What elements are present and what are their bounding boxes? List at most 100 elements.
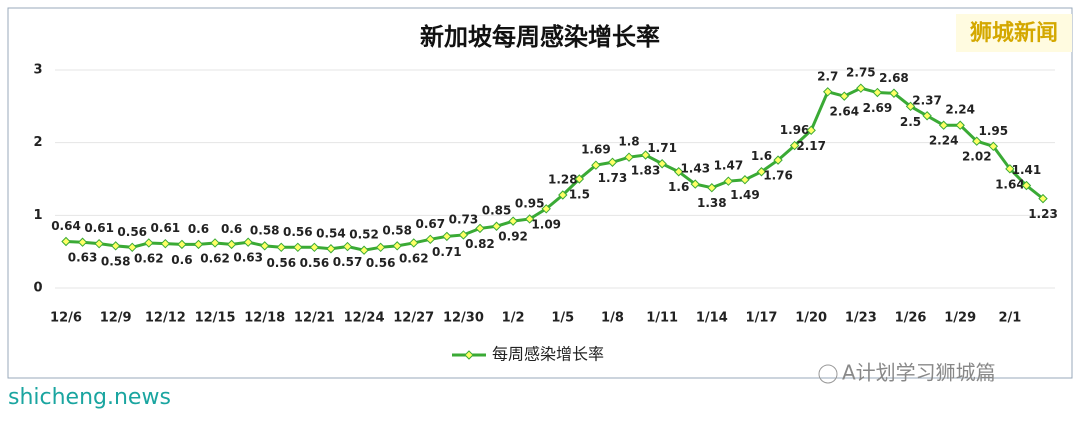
marker: [657, 159, 667, 169]
marker: [707, 183, 717, 193]
value-label: 2.24: [945, 103, 975, 117]
marker: [342, 241, 353, 252]
marker: [673, 167, 684, 177]
value-label: 0.56: [366, 256, 396, 270]
value-label: 1.76: [763, 169, 793, 183]
value-label: 0.54: [316, 226, 346, 240]
marker: [541, 204, 551, 214]
marker: [475, 223, 485, 234]
marker: [740, 175, 750, 185]
marker: [640, 150, 651, 160]
marker: [624, 152, 634, 162]
legend-label: 每周感染增长率: [492, 345, 604, 364]
marker: [1005, 164, 1015, 174]
marker: [309, 242, 320, 253]
value-label: 1.47: [714, 159, 744, 173]
marker: [326, 244, 336, 254]
value-label: 1.64: [995, 177, 1025, 191]
marker: [491, 221, 502, 231]
marker: [144, 238, 154, 248]
y-tick-label: 1: [33, 208, 42, 223]
value-label: 1.28: [548, 172, 578, 186]
marker: [61, 236, 71, 247]
watermark: shicheng.news: [8, 385, 171, 410]
value-label: 0.71: [432, 245, 462, 259]
value-label: 1.09: [531, 217, 561, 231]
marker: [110, 241, 121, 251]
x-tick-label: 1/11: [646, 311, 678, 326]
value-label: 0.62: [134, 251, 164, 265]
marker: [210, 238, 220, 248]
marker: [773, 155, 783, 165]
marker: [193, 239, 204, 250]
value-label: 2.69: [863, 101, 893, 115]
x-tick-label: 1/29: [944, 311, 976, 326]
watermark-icon: [818, 364, 838, 384]
chart-title: 新加坡每周感染增长率: [420, 23, 660, 51]
marker: [458, 230, 469, 240]
marker: [442, 231, 452, 242]
value-label: 1.49: [730, 188, 760, 202]
value-label: 1.43: [680, 162, 710, 176]
value-label: 1.6: [751, 149, 772, 163]
value-label: 0.56: [283, 225, 313, 239]
marker: [375, 242, 386, 253]
x-tick-label: 12/21: [294, 311, 335, 326]
value-label: 2.37: [912, 93, 942, 107]
marker: [922, 111, 932, 121]
value-label: 2.7: [817, 69, 838, 83]
marker: [789, 140, 800, 151]
marker: [856, 83, 866, 93]
value-label: 0.58: [382, 223, 412, 237]
marker: [508, 216, 518, 226]
y-tick-label: 3: [33, 63, 42, 78]
marker: [806, 125, 816, 136]
value-label: 0.61: [84, 221, 114, 235]
value-label: 2.68: [879, 71, 909, 85]
marker: [872, 87, 883, 98]
marker: [293, 242, 303, 253]
marker: [276, 242, 286, 253]
x-tick-label: 12/24: [344, 311, 385, 326]
marker: [607, 157, 618, 167]
value-label: 0.57: [333, 255, 363, 269]
x-tick-label: 1/20: [795, 311, 827, 326]
value-label: 1.83: [631, 164, 661, 178]
marker: [177, 239, 187, 250]
x-tick-label: 12/18: [244, 311, 285, 326]
marker: [127, 242, 137, 253]
marker: [938, 120, 949, 130]
marker: [889, 88, 899, 98]
value-label: 2.17: [796, 139, 826, 153]
value-label: 0.61: [151, 221, 181, 235]
marker: [591, 160, 601, 170]
marker: [1038, 193, 1048, 204]
x-tick-label: 12/30: [443, 311, 484, 326]
value-label: 1.73: [598, 171, 628, 185]
marker: [94, 238, 104, 249]
watermark: 狮城新闻: [970, 20, 1058, 46]
x-tick-label: 1/2: [502, 311, 525, 326]
marker: [988, 141, 999, 152]
value-label: 0.63: [68, 251, 98, 265]
x-tick-label: 1/17: [746, 311, 778, 326]
x-tick-label: 1/23: [845, 311, 877, 326]
x-tick-label: 2/1: [998, 311, 1021, 326]
value-label: 0.52: [349, 228, 379, 242]
value-label: 1.96: [780, 123, 810, 137]
x-tick-label: 1/26: [895, 311, 927, 326]
marker: [756, 167, 767, 177]
value-label: 1.71: [647, 141, 677, 155]
value-label: 0.56: [300, 256, 330, 270]
marker: [558, 190, 568, 200]
value-label: 0.73: [449, 212, 479, 226]
x-tick-label: 1/14: [696, 311, 728, 326]
value-label: 1.6: [668, 180, 689, 194]
value-label: 1.5: [569, 188, 590, 202]
marker: [839, 91, 849, 101]
marker: [723, 176, 734, 186]
value-label: 0.58: [101, 254, 131, 268]
value-label: 0.6: [221, 222, 242, 236]
x-tick-label: 1/5: [551, 311, 574, 326]
